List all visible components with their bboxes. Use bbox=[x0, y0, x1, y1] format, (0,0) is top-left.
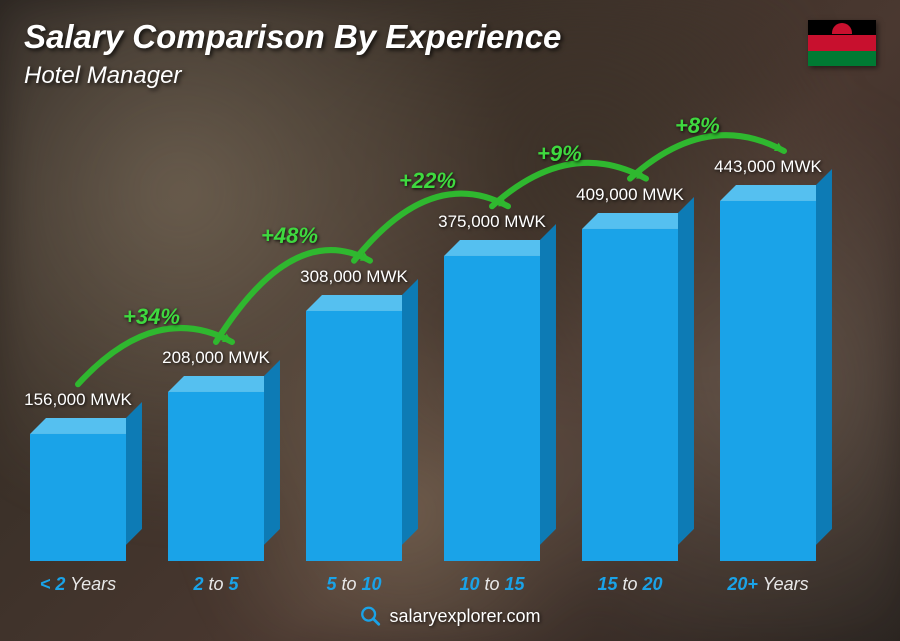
bar-value-label: 409,000 MWK bbox=[550, 185, 710, 205]
magnifier-icon bbox=[359, 605, 381, 627]
increase-label: +48% bbox=[261, 223, 318, 249]
bar-5: 443,000 MWK20+ Years bbox=[720, 201, 816, 561]
bar-value-label: 308,000 MWK bbox=[274, 267, 434, 287]
bar-3: 375,000 MWK10 to 15 bbox=[444, 256, 540, 561]
bar-category-label: 10 to 15 bbox=[423, 574, 561, 595]
bar-0: 156,000 MWK< 2 Years bbox=[30, 434, 126, 561]
chart-title: Salary Comparison By Experience bbox=[24, 18, 561, 56]
bar-category-label: 2 to 5 bbox=[147, 574, 285, 595]
bar-2: 308,000 MWK5 to 10 bbox=[306, 311, 402, 561]
bar-value-label: 156,000 MWK bbox=[0, 390, 158, 410]
bar-1: 208,000 MWK2 to 5 bbox=[168, 392, 264, 561]
increase-label: +22% bbox=[399, 168, 456, 194]
bar-category-label: < 2 Years bbox=[9, 574, 147, 595]
flag-stripe-2 bbox=[808, 35, 876, 50]
bar-chart: 156,000 MWK< 2 Years 208,000 MWK2 to 5 +34… bbox=[30, 120, 850, 561]
increase-label: +34% bbox=[123, 304, 180, 330]
bar-category-label: 5 to 10 bbox=[285, 574, 423, 595]
footer-text: salaryexplorer.com bbox=[389, 606, 540, 627]
chart-subtitle: Hotel Manager bbox=[24, 62, 181, 90]
footer-attribution: salaryexplorer.com bbox=[359, 605, 540, 627]
country-flag-malawi bbox=[808, 20, 876, 66]
bar-category-label: 15 to 20 bbox=[561, 574, 699, 595]
increase-label: +9% bbox=[537, 141, 582, 167]
bar-value-label: 443,000 MWK bbox=[688, 157, 848, 177]
flag-stripe-3 bbox=[808, 51, 876, 66]
increase-label: +8% bbox=[675, 113, 720, 139]
bar-4: 409,000 MWK15 to 20 bbox=[582, 229, 678, 561]
bar-category-label: 20+ Years bbox=[699, 574, 837, 595]
bar-value-label: 375,000 MWK bbox=[412, 212, 572, 232]
bar-value-label: 208,000 MWK bbox=[136, 348, 296, 368]
